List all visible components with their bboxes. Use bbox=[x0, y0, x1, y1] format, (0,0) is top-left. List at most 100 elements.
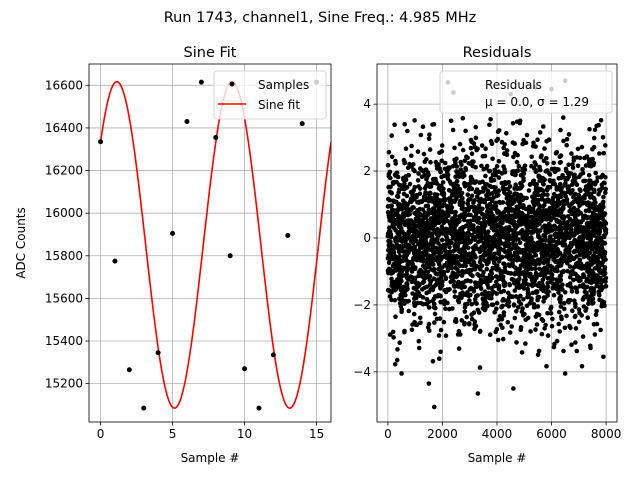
residual-point bbox=[439, 158, 445, 164]
residual-point bbox=[465, 192, 471, 197]
residual-point bbox=[406, 298, 412, 304]
y-tick-label: 16000 bbox=[45, 206, 83, 220]
residual-point bbox=[574, 289, 580, 295]
residual-point bbox=[535, 297, 540, 303]
residual-point bbox=[520, 166, 525, 172]
residual-point bbox=[463, 237, 468, 243]
residual-point bbox=[580, 274, 586, 280]
residual-point bbox=[406, 250, 411, 255]
residual-point bbox=[554, 248, 559, 253]
sine-fit-grid bbox=[89, 64, 331, 422]
residual-point bbox=[479, 143, 485, 148]
residual-point bbox=[448, 231, 454, 236]
residual-point bbox=[528, 329, 533, 334]
residual-point bbox=[468, 212, 473, 218]
residual-point bbox=[404, 218, 410, 224]
sample-point bbox=[213, 135, 219, 141]
residual-point bbox=[532, 194, 537, 200]
residual-point bbox=[554, 150, 560, 155]
residual-point bbox=[496, 317, 502, 323]
residual-point bbox=[502, 169, 508, 175]
residual-point bbox=[417, 191, 423, 196]
residual-point bbox=[551, 160, 556, 166]
residual-point bbox=[446, 165, 452, 171]
residual-point bbox=[528, 230, 534, 235]
residual-point bbox=[556, 219, 561, 225]
residual-point bbox=[451, 248, 457, 254]
residual-point bbox=[434, 229, 440, 234]
residual-point bbox=[441, 319, 447, 325]
residual-point bbox=[429, 232, 435, 237]
residual-point bbox=[589, 246, 595, 252]
residual-point bbox=[602, 211, 607, 216]
residual-point bbox=[397, 281, 403, 287]
residual-point bbox=[454, 178, 460, 184]
residual-point bbox=[471, 141, 477, 146]
residual-point bbox=[408, 222, 414, 227]
residual-point bbox=[539, 153, 544, 158]
residual-point bbox=[531, 181, 536, 186]
residual-point bbox=[434, 163, 440, 168]
residual-point bbox=[408, 239, 414, 244]
y-tick-label: −4 bbox=[353, 365, 371, 379]
residual-point bbox=[427, 147, 433, 152]
sample-point bbox=[141, 405, 147, 411]
residual-point bbox=[459, 318, 465, 323]
residual-point bbox=[488, 184, 494, 190]
residual-point bbox=[390, 263, 396, 269]
residual-point bbox=[552, 181, 558, 187]
residual-point bbox=[545, 247, 550, 252]
residual-point bbox=[518, 197, 524, 202]
residual-point bbox=[532, 305, 537, 310]
residual-point bbox=[421, 151, 427, 157]
residual-point bbox=[431, 195, 437, 201]
residual-point bbox=[588, 184, 594, 189]
sample-point bbox=[299, 121, 305, 127]
residual-point bbox=[474, 226, 480, 232]
residual-point bbox=[403, 205, 408, 210]
residual-point bbox=[579, 363, 585, 369]
residual-point bbox=[467, 298, 472, 303]
residual-point bbox=[399, 371, 404, 376]
residual-point bbox=[464, 233, 469, 239]
residual-point bbox=[451, 189, 456, 194]
residual-point bbox=[479, 163, 484, 169]
residual-point bbox=[559, 255, 565, 261]
residual-point bbox=[504, 254, 509, 259]
residual-point bbox=[595, 262, 601, 268]
residual-point bbox=[395, 194, 401, 199]
residual-point bbox=[471, 200, 476, 205]
residual-point bbox=[535, 201, 541, 207]
residual-point bbox=[598, 206, 604, 211]
residual-point bbox=[473, 124, 479, 130]
residual-point bbox=[581, 178, 586, 184]
residual-point bbox=[469, 267, 474, 273]
residual-point bbox=[421, 258, 426, 263]
residual-point bbox=[470, 273, 475, 279]
residual-point bbox=[450, 221, 455, 227]
residual-point bbox=[586, 294, 591, 299]
residual-point bbox=[422, 173, 427, 178]
residual-point bbox=[542, 257, 548, 262]
residual-point bbox=[458, 235, 464, 241]
residual-point bbox=[570, 188, 575, 193]
sample-point bbox=[184, 119, 190, 125]
residual-point bbox=[572, 298, 577, 304]
residual-point bbox=[422, 270, 428, 276]
residual-point bbox=[567, 264, 573, 269]
x-tick-label: 8000 bbox=[591, 427, 622, 441]
residual-point bbox=[454, 231, 459, 236]
residual-point bbox=[456, 328, 462, 334]
residual-point bbox=[551, 238, 556, 244]
residual-point bbox=[511, 263, 516, 269]
residual-point bbox=[569, 342, 574, 348]
residual-point bbox=[588, 257, 594, 263]
residual-point bbox=[487, 253, 493, 259]
residual-point bbox=[473, 135, 479, 141]
residual-point bbox=[426, 381, 432, 386]
y-tick-label: 16200 bbox=[45, 164, 83, 178]
residual-point bbox=[514, 255, 519, 261]
figure-suptitle: Run 1743, channel1, Sine Freq.: 4.985 MH… bbox=[164, 10, 477, 26]
residual-point bbox=[473, 300, 478, 305]
residual-point bbox=[450, 127, 456, 133]
